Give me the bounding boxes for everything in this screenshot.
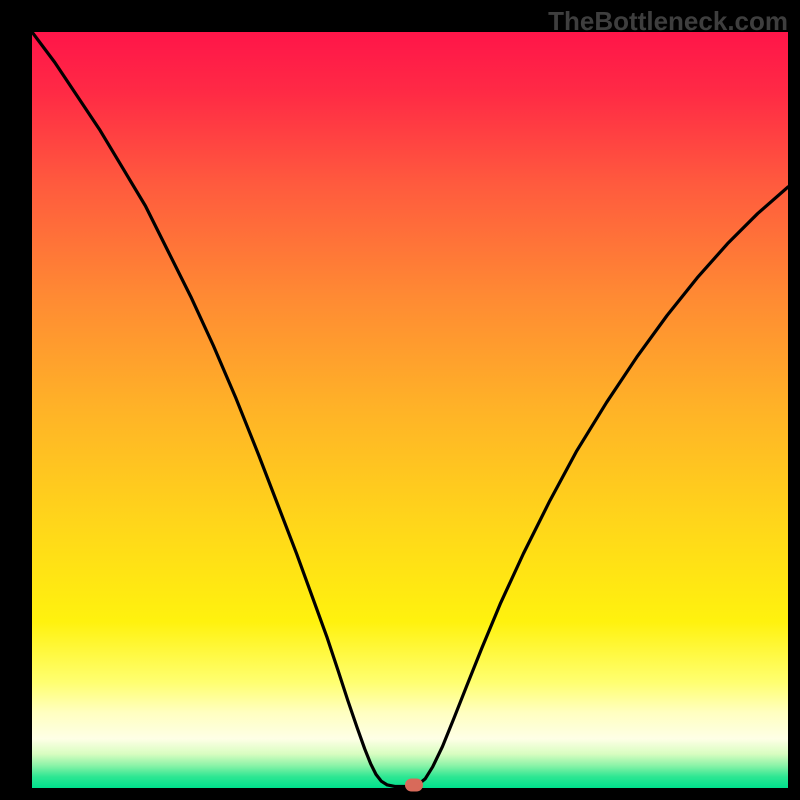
watermark-text: TheBottleneck.com bbox=[548, 6, 788, 37]
plot-area bbox=[32, 32, 788, 788]
minimum-marker bbox=[405, 778, 423, 791]
bottleneck-curve bbox=[32, 32, 788, 788]
curve-path bbox=[32, 32, 788, 786]
chart-stage: TheBottleneck.com bbox=[0, 0, 800, 800]
